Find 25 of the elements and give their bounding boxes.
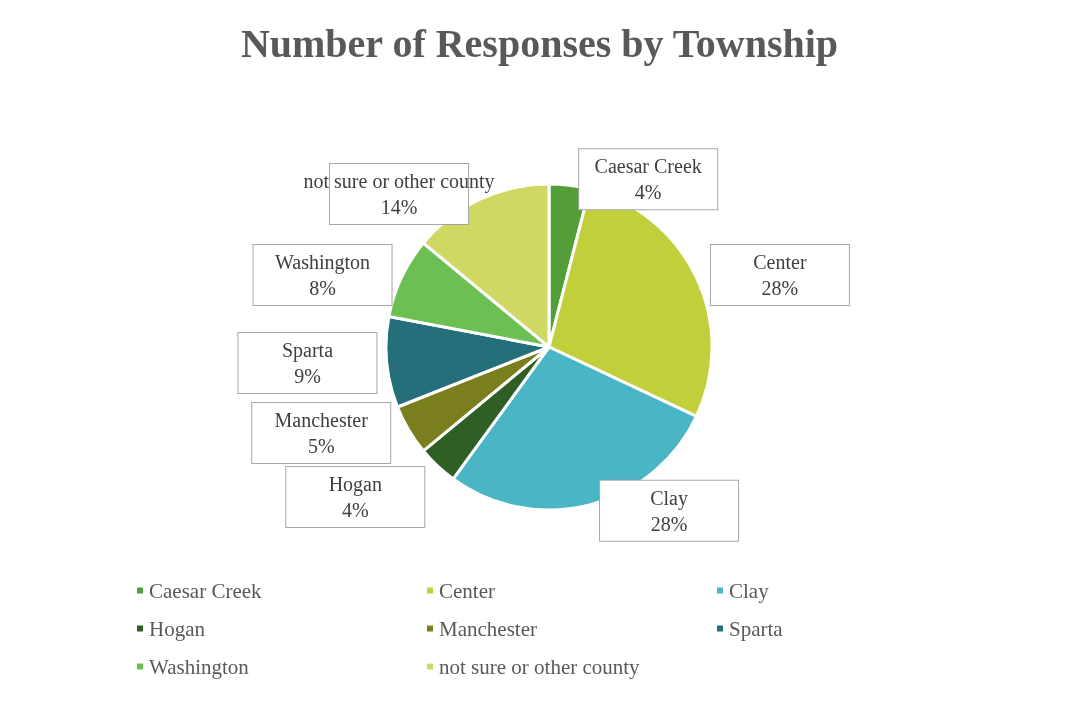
data-label: 4% bbox=[341, 499, 369, 522]
data-label: 28% bbox=[650, 512, 688, 535]
data-label: 5% bbox=[307, 435, 335, 458]
data-label: 28% bbox=[761, 277, 799, 300]
legend-label: not sure or other county bbox=[439, 654, 641, 679]
slice-label: not sure or other county bbox=[303, 170, 495, 194]
data-label: 14% bbox=[380, 196, 418, 219]
slice-label: Hogan bbox=[328, 473, 382, 497]
data-label: 9% bbox=[294, 364, 321, 387]
data-label: 4% bbox=[634, 181, 662, 204]
slice-label: Clay bbox=[650, 486, 688, 510]
legend-label: Washington bbox=[149, 654, 250, 679]
slice-label: Caesar Creek bbox=[594, 155, 702, 178]
legend-label: Caesar Creek bbox=[149, 578, 263, 603]
legend-label: Clay bbox=[729, 578, 770, 603]
chart-title: Number of Responses by Township bbox=[240, 20, 839, 66]
slice-label: Washington bbox=[275, 251, 371, 275]
slice-label: Sparta bbox=[281, 338, 334, 362]
legend-label: Sparta bbox=[729, 616, 784, 641]
slice-label: Manchester bbox=[274, 409, 369, 432]
slice-label: Center bbox=[753, 251, 807, 274]
legend-label: Hogan bbox=[149, 616, 206, 641]
legend-label: Manchester bbox=[439, 616, 537, 641]
data-label: 8% bbox=[309, 277, 336, 300]
legend-label: Center bbox=[439, 578, 495, 603]
